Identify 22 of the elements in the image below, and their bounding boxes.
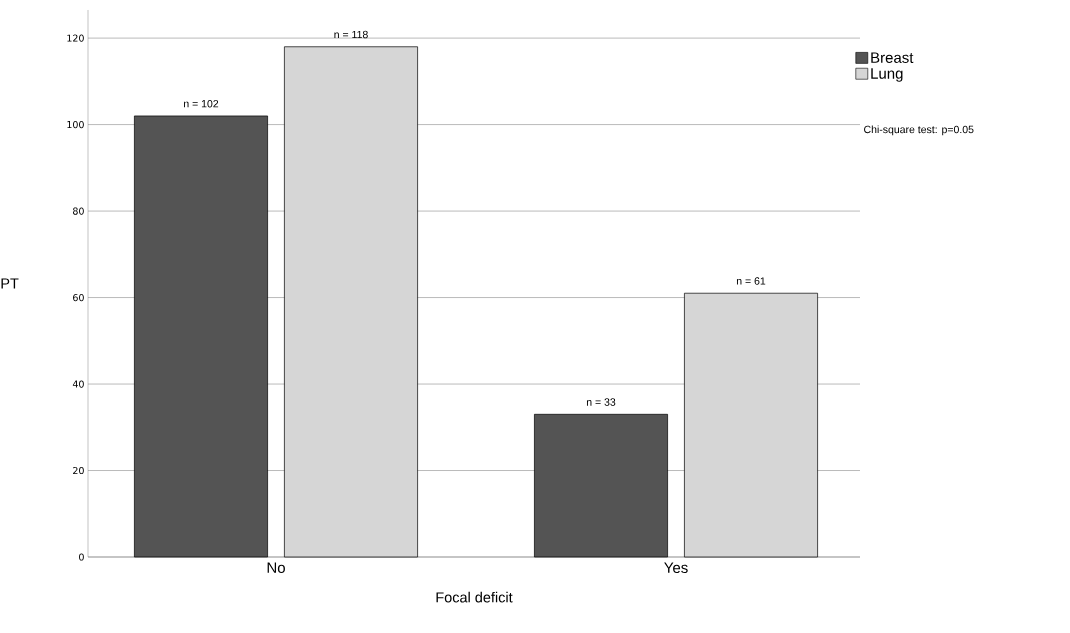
- bar: [684, 292, 818, 558]
- data-label: n = 102: [184, 99, 219, 108]
- y-tick-label: 80: [73, 207, 84, 215]
- y-tick-label: 40: [72, 380, 84, 388]
- y-tick-label: 20: [73, 466, 84, 475]
- y-tick-label: 0: [79, 553, 84, 561]
- y-tick-label: 60: [73, 293, 84, 302]
- x-tick-label: Yes: [664, 562, 688, 573]
- y-tick-label: 100: [67, 120, 84, 129]
- data-label: n = 118: [334, 30, 368, 39]
- bar: [134, 115, 268, 558]
- y-axis-title: PT: [1, 278, 19, 289]
- legend-label: Lung: [871, 68, 903, 82]
- bar: [284, 46, 418, 558]
- x-tick-label: No: [267, 562, 285, 573]
- data-label: n = 61: [736, 277, 766, 285]
- x-axis-title: Focal deficit: [436, 591, 513, 603]
- legend-label: Breast: [871, 52, 914, 63]
- data-label: n = 33: [586, 398, 616, 406]
- bar: [534, 413, 668, 558]
- y-tick-label: 120: [67, 34, 84, 42]
- text: Chi-square test: p=0.05: [864, 125, 974, 136]
